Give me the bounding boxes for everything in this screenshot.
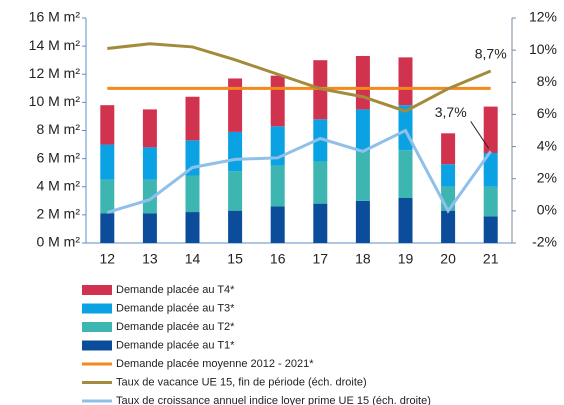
y2-tick-label: 0% [537,202,557,218]
x-tick-label: 18 [355,251,371,267]
bar [398,198,413,243]
bar [185,96,200,141]
bar [313,203,328,243]
bar [270,165,285,207]
bar [483,106,498,153]
bar [313,161,328,204]
x-tick-label: 14 [185,251,201,267]
value-label: 3,7% [435,104,467,120]
y-tick-label: 8 M m² [36,121,80,137]
legend-label: Demande placée au T2* [116,321,235,333]
line [106,128,492,214]
legend-swatch [82,322,112,332]
bar [355,200,370,243]
y-tick-label: 16 M m² [29,9,81,25]
bar [185,175,200,213]
legend-swatch [82,340,112,351]
legend-label: Taux de croissance annuel indice loyer p… [116,395,431,405]
legend-swatch [82,303,112,314]
y-tick-label: 0 M m² [36,234,80,250]
legend-swatch [82,285,112,295]
bar [483,216,498,243]
y-tick-label: 4 M m² [36,177,80,193]
bar [100,179,115,214]
bar [100,105,115,145]
bar [270,206,285,243]
bar [270,126,285,166]
leader-line [470,121,490,149]
bar [483,186,498,217]
bar [483,153,498,187]
legend-label: Demande placée au T3* [116,302,235,314]
bar [185,212,200,243]
bar [142,213,157,243]
bar [441,210,456,243]
x-tick-label: 17 [313,251,329,267]
y2-tick-label: 4% [537,137,557,153]
y-tick-label: 12 M m² [29,65,81,81]
bar [228,210,243,243]
bar [441,133,456,165]
y-tick-label: 6 M m² [36,149,80,165]
y2-tick-label: 8% [537,73,557,89]
x-tick-label: 15 [227,251,243,267]
y-tick-label: 14 M m² [29,37,81,53]
y2-tick-label: -2% [532,234,557,250]
y2-tick-label: 10% [529,41,557,57]
bar [100,144,115,180]
bar [355,55,370,110]
legend-label: Taux de vacance UE 15, fin de période (é… [116,376,367,388]
bar [441,164,456,187]
bar [355,109,370,152]
legend-label: Demande placée au T4* [116,284,235,296]
bar [313,119,328,162]
legend-label: Demande placée moyenne 2012 - 2021* [116,358,314,370]
x-tick-label: 21 [483,251,499,267]
bar [228,78,243,132]
bar [398,150,413,198]
y2-tick-label: 12% [529,9,557,25]
bar [270,75,285,127]
value-label: 8,7% [475,46,507,62]
bar [100,213,115,243]
x-tick-label: 13 [142,251,158,267]
line [107,42,492,113]
y-tick-label: 2 M m² [36,206,80,222]
y-tick-label: 10 M m² [29,93,81,109]
bar [142,179,157,214]
bar [228,131,243,172]
x-tick-label: 20 [440,251,456,267]
y2-tick-label: 2% [537,169,557,185]
bar [355,151,370,201]
bar [142,147,157,180]
x-tick-label: 19 [398,251,414,267]
bar [142,109,157,148]
bar [228,171,243,211]
bar [398,57,413,106]
x-tick-label: 16 [270,251,286,267]
y2-tick-label: 6% [537,105,557,121]
x-tick-label: 12 [100,251,116,267]
legend-label: Demande placée au T1* [116,339,235,351]
